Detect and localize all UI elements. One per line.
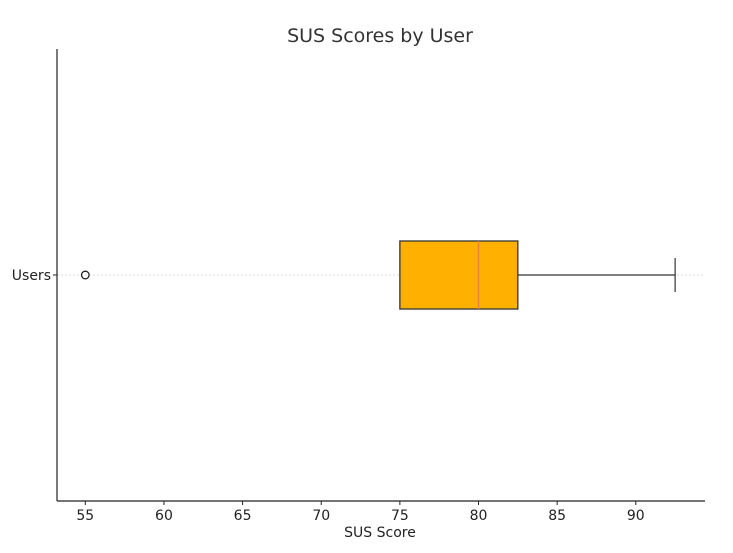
x-tick-label: 85 bbox=[548, 508, 566, 524]
x-tick-label: 90 bbox=[627, 508, 645, 524]
x-tick-label: 70 bbox=[312, 508, 330, 524]
chart-title: SUS Scores by User bbox=[287, 25, 473, 47]
x-tick-label: 60 bbox=[155, 508, 173, 524]
x-tick-label: 55 bbox=[76, 508, 94, 524]
x-axis-label: SUS Score bbox=[344, 525, 416, 541]
iqr-box bbox=[399, 240, 519, 310]
x-tick-label: 65 bbox=[234, 508, 252, 524]
box-layer bbox=[80, 240, 676, 310]
y-tick-label: Users bbox=[12, 268, 51, 284]
x-tick-layer: 55 60 65 70 75 80 85 90 bbox=[76, 501, 645, 524]
y-tick-layer: Users bbox=[12, 268, 57, 284]
x-tick-label: 75 bbox=[391, 508, 409, 524]
outlier-point bbox=[80, 270, 90, 280]
x-tick-label: 80 bbox=[470, 508, 488, 524]
